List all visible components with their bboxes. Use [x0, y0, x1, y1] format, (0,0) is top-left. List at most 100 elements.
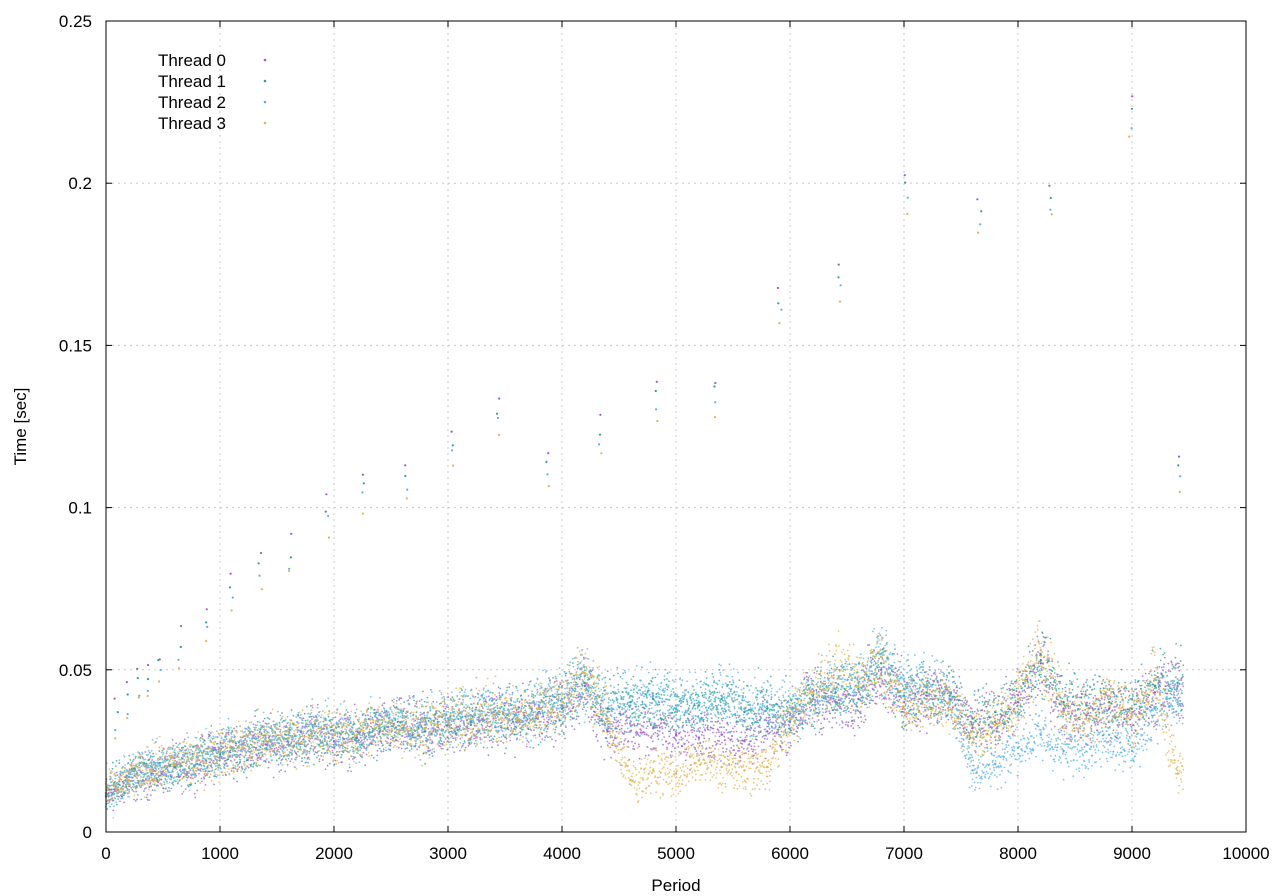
data-point: [154, 789, 156, 792]
data-point: [269, 750, 272, 753]
data-point: [421, 727, 424, 729]
data-point: [381, 710, 383, 713]
data-point: [256, 765, 259, 768]
data-point: [703, 737, 706, 740]
data-point: [698, 739, 700, 741]
data-point: [529, 712, 532, 714]
data-point: [541, 738, 544, 741]
data-point: [996, 713, 999, 716]
data-point: [571, 716, 573, 719]
data-point: [143, 788, 146, 790]
data-point: [639, 723, 641, 725]
data-point: [520, 698, 523, 701]
data-point: [640, 729, 643, 731]
data-point: [262, 720, 265, 722]
data-point: [712, 727, 715, 730]
data-point: [706, 719, 709, 722]
data-point: [662, 718, 665, 721]
data-point: [691, 731, 694, 734]
data-point: [652, 740, 654, 743]
data-point: [351, 746, 353, 748]
data-point: [195, 774, 198, 777]
data-point: [1121, 709, 1123, 712]
data-point: [929, 688, 931, 691]
data-point: [538, 735, 541, 737]
data-point: [1063, 733, 1066, 736]
data-point: [852, 722, 854, 725]
data-point: [479, 732, 482, 735]
data-point: [160, 772, 163, 775]
data-point: [253, 761, 256, 764]
data-point: [983, 697, 986, 699]
data-point: [231, 736, 233, 738]
data-point: [179, 742, 181, 745]
data-point: [1021, 672, 1024, 675]
data-point: [787, 751, 789, 754]
data-point: [939, 684, 942, 686]
data-point: [1096, 729, 1099, 732]
data-point: [1152, 689, 1155, 692]
data-point: [395, 700, 398, 702]
data-point: [496, 707, 499, 709]
data-points: [104, 95, 1185, 819]
data-point: [168, 760, 171, 762]
data-point: [473, 737, 475, 740]
data-point: [487, 754, 490, 757]
data-point: [620, 713, 622, 716]
data-point: [1030, 690, 1033, 693]
data-point: [166, 790, 169, 792]
data-point: [859, 712, 862, 715]
data-point: [469, 737, 472, 740]
data-point: [905, 715, 908, 718]
data-point: [857, 716, 860, 719]
data-point: [699, 727, 701, 729]
data-point: [692, 743, 694, 746]
data-point: [582, 704, 585, 706]
data-point: [515, 726, 518, 729]
data-point: [693, 689, 695, 691]
data-point: [195, 749, 197, 752]
data-point: [314, 751, 317, 754]
data-point: [367, 714, 369, 717]
data-point: [335, 727, 338, 730]
data-point: [743, 740, 746, 743]
data-point: [548, 677, 550, 680]
data-point: [577, 696, 580, 699]
data-point: [717, 729, 720, 732]
data-point: [231, 730, 234, 733]
data-point: [920, 693, 923, 696]
data-point: [453, 710, 456, 713]
data-point: [406, 725, 409, 728]
data-point: [805, 675, 808, 678]
data-point: [831, 726, 833, 729]
data-point: [312, 729, 315, 732]
data-point: [695, 693, 698, 696]
data-point: [119, 784, 121, 786]
data-point: [349, 716, 352, 719]
data-point: [820, 722, 822, 725]
data-point: [233, 759, 236, 761]
data-point: [491, 699, 494, 702]
data-point: [638, 757, 641, 760]
data-point: [431, 752, 433, 755]
data-point: [158, 778, 161, 780]
data-point: [202, 741, 205, 743]
data-point: [1170, 661, 1173, 664]
data-point: [244, 750, 246, 752]
data-point: [733, 731, 735, 733]
data-point: [610, 692, 612, 695]
data-point: [214, 746, 217, 749]
data-point: [453, 751, 456, 753]
data-point: [309, 737, 312, 740]
data-point: [588, 721, 591, 723]
data-point: [647, 734, 650, 737]
data-point: [126, 787, 128, 790]
data-point: [333, 763, 336, 766]
data-point: [1069, 705, 1071, 708]
data-point: [270, 743, 273, 746]
data-point: [152, 752, 155, 755]
data-point: [131, 788, 134, 791]
data-point: [997, 742, 1000, 745]
data-point: [593, 714, 595, 716]
data-point: [1041, 681, 1044, 684]
